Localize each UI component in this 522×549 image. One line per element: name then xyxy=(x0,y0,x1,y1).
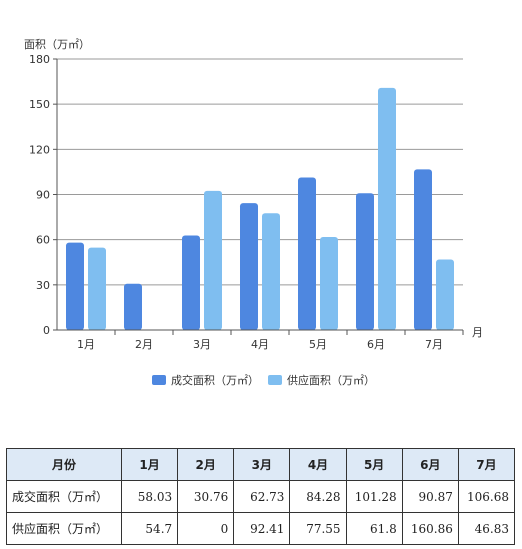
x-tick-label: 2月 xyxy=(135,338,153,351)
table-header-month: 2月 xyxy=(177,448,235,481)
tick-labels: 0 30 60 90 120 150 180 1月 2月 3月 4月 5月 6月 7月 xyxy=(29,53,464,351)
bar-series-1 xyxy=(356,193,374,330)
bar-series-1 xyxy=(298,177,316,330)
data-table: 月份 1月 2月 3月 4月 5月 6月 7月 成交面积（万㎡） 58.03 30.76 62.73… xyxy=(6,448,516,545)
x-tick-label: 7月 xyxy=(425,338,443,351)
table-header-month: 3月 xyxy=(233,448,291,481)
table-cell: 160.86 xyxy=(401,512,459,545)
table-cell: 90.87 xyxy=(401,480,459,513)
gridlines xyxy=(57,58,463,286)
x-tick-label: 1月 xyxy=(77,338,95,351)
x-axis-label: 月 xyxy=(472,326,483,339)
bar-series-2 xyxy=(378,87,396,330)
y-axis-label: 面积（万㎡） xyxy=(24,38,90,51)
table-header-month: 5月 xyxy=(345,448,403,481)
x-tick-label: 4月 xyxy=(251,338,269,351)
table-cell: 0 xyxy=(177,512,235,545)
y-tick-label: 90 xyxy=(36,189,50,202)
bar-series-1 xyxy=(66,242,84,330)
table-cell: 61.8 xyxy=(345,512,403,545)
table-cell: 62.73 xyxy=(233,480,291,513)
y-tick-label: 120 xyxy=(29,143,50,156)
x-tick-label: 6月 xyxy=(367,338,385,351)
x-tick-label: 3月 xyxy=(193,338,211,351)
legend-label: 供应面积（万㎡） xyxy=(287,373,375,387)
bar-series-2 xyxy=(262,213,280,330)
bar-series-1 xyxy=(182,235,200,330)
y-tick-label: 30 xyxy=(36,279,50,292)
y-tick-label: 180 xyxy=(29,53,50,66)
table-cell: 84.28 xyxy=(289,480,347,513)
legend-swatch xyxy=(152,375,166,385)
bar-series-1 xyxy=(240,203,258,330)
table-header-month: 7月 xyxy=(457,448,516,481)
table-header-month: 1月 xyxy=(120,448,179,481)
y-tick-label: 0 xyxy=(43,324,50,337)
legend-swatch xyxy=(268,375,282,385)
bar-series-2 xyxy=(320,236,338,330)
table-row: 供应面积（万㎡） 54.7 0 92.41 77.55 61.8 160.86 46.83 xyxy=(6,512,516,545)
table-header-row: 月份 1月 2月 3月 4月 5月 6月 7月 xyxy=(6,448,516,481)
bar-series-2 xyxy=(436,259,454,330)
bar-series-1 xyxy=(124,283,142,330)
table-row-label: 成交面积（万㎡） xyxy=(6,480,122,513)
bar-series-1 xyxy=(414,169,432,330)
table-cell: 92.41 xyxy=(233,512,291,545)
table-cell: 46.83 xyxy=(457,512,516,545)
x-tick-label: 5月 xyxy=(309,338,327,351)
table-header-month: 6月 xyxy=(401,448,459,481)
bar-series-2 xyxy=(88,247,106,330)
table-row-label: 供应面积（万㎡） xyxy=(6,512,122,545)
table-cell: 54.7 xyxy=(120,512,179,545)
table-cell: 106.68 xyxy=(457,480,516,513)
table-header-label: 月份 xyxy=(6,448,122,481)
table-cell: 58.03 xyxy=(120,480,179,513)
table-cell: 101.28 xyxy=(345,480,403,513)
legend-label: 成交面积（万㎡） xyxy=(171,373,259,387)
bar-series-2 xyxy=(204,190,222,330)
table-row: 成交面积（万㎡） 58.03 30.76 62.73 84.28 101.28 90.87 1… xyxy=(6,480,516,513)
table-header-month: 4月 xyxy=(289,448,347,481)
bars xyxy=(66,87,454,330)
y-tick-label: 60 xyxy=(36,234,50,247)
y-tick-label: 150 xyxy=(29,98,50,111)
legend: 成交面积（万㎡） 供应面积（万㎡） xyxy=(152,373,375,387)
table-cell: 30.76 xyxy=(177,480,235,513)
table-cell: 77.55 xyxy=(289,512,347,545)
